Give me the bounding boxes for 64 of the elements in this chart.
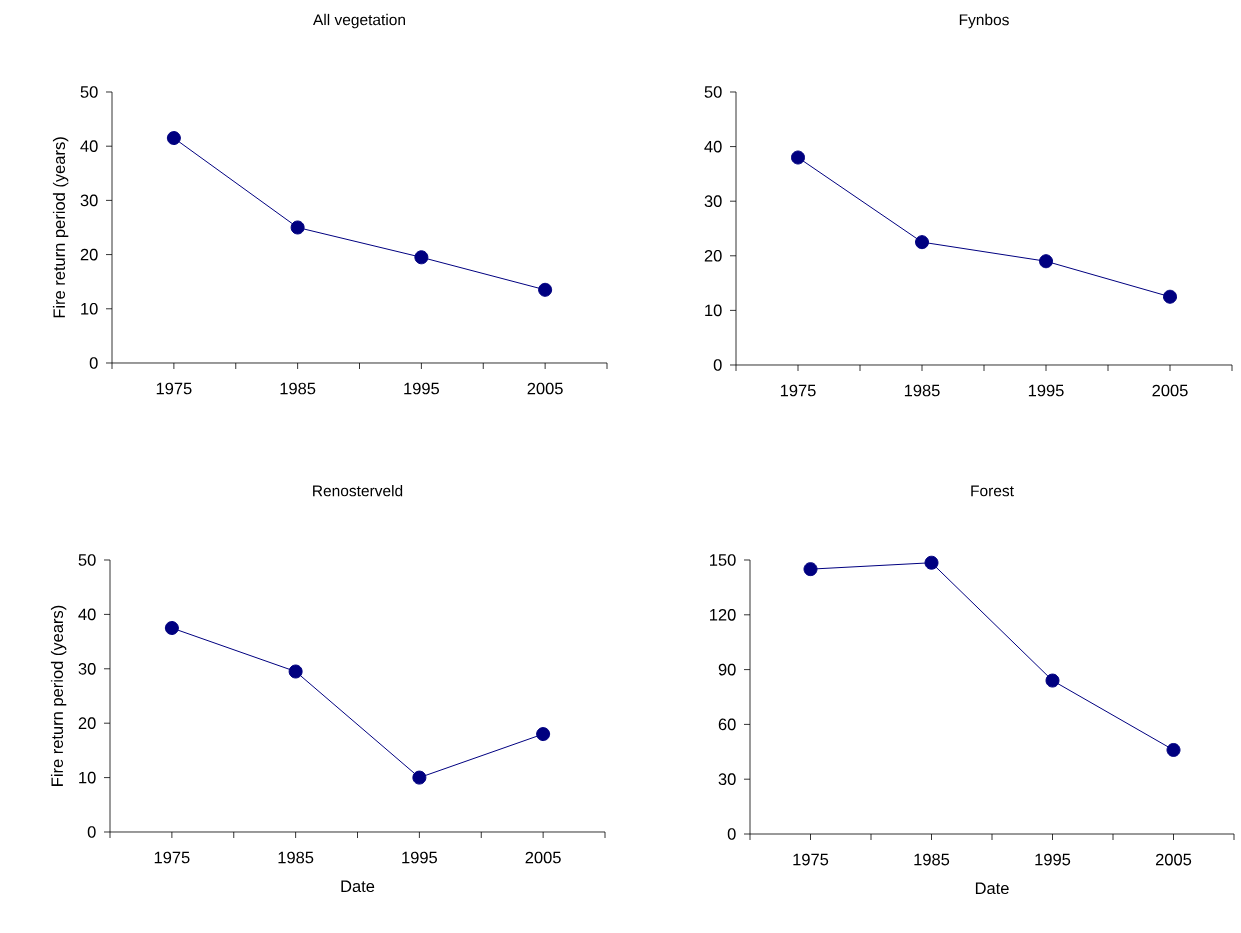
x-tick-label: 1985 [914,853,950,866]
x-axis-title: Date [975,882,1009,895]
y-tick-label: 40 [78,608,96,621]
point [1045,673,1060,688]
chart-title: Fynbos [959,13,1009,29]
point [290,220,305,235]
point [412,770,427,785]
y-tick-label: 20 [78,717,96,730]
y-tick-label: 20 [704,249,722,262]
x-axis-title: Date [341,880,375,893]
y-tick-label: 40 [704,140,722,153]
x-tick-label: 2005 [1155,853,1192,866]
point [1039,254,1054,269]
point [538,282,553,297]
y-tick-label: 30 [704,195,722,208]
y-tick-label: 10 [79,771,96,784]
point [166,131,181,146]
x-tick-label: 1985 [904,384,940,397]
y-tick-label: 50 [704,86,722,98]
y-tick-label: 40 [80,140,98,153]
y-tick-label: 50 [78,554,96,566]
y-tick-label: 120 [710,608,736,621]
y-tick-label: 30 [80,194,98,207]
point [536,727,551,742]
point [414,250,429,265]
chart-title: Renosterveld [313,484,403,497]
y-tick-label: 30 [718,773,736,786]
y-axis-title: Fire return period (years) [50,605,67,786]
x-tick-label: 1975 [154,851,190,864]
x-tick-label: 1995 [402,851,438,864]
x-tick-label: 1995 [1028,384,1064,397]
y-tick-label: 10 [81,302,98,315]
point [164,621,179,635]
x-tick-label: 2005 [525,851,561,864]
y-tick-label: 0 [727,828,736,840]
x-tick-label: 2005 [527,382,563,395]
y-tick-label: 0 [713,359,722,371]
y-tick-label: 0 [89,357,98,369]
y-tick-label: 10 [705,304,722,317]
point [1166,742,1181,757]
x-tick-label: 1975 [156,382,192,395]
y-tick-label: 150 [710,554,736,566]
point [924,555,939,570]
x-tick-label: 1985 [280,382,316,395]
x-tick-label: 2005 [1152,384,1188,397]
y-tick-label: 90 [718,663,736,676]
chart-title: Forest [971,485,1014,497]
point [288,664,303,679]
point [915,235,930,250]
x-tick-label: 1995 [1035,853,1071,866]
point [1163,289,1178,304]
point [791,150,806,165]
x-tick-label: 1995 [404,382,440,395]
x-tick-label: 1975 [793,853,829,866]
y-tick-label: 30 [78,662,96,675]
chart-title: All vegetation [313,13,405,29]
y-tick-label: 50 [80,86,98,98]
x-tick-label: 1985 [278,851,314,864]
y-axis-title: Fire return period (years) [52,137,69,318]
y-tick-label: 0 [87,826,96,838]
y-tick-label: 60 [718,718,736,731]
x-tick-label: 1975 [780,384,816,397]
point [803,562,818,577]
y-tick-label: 20 [80,248,98,261]
